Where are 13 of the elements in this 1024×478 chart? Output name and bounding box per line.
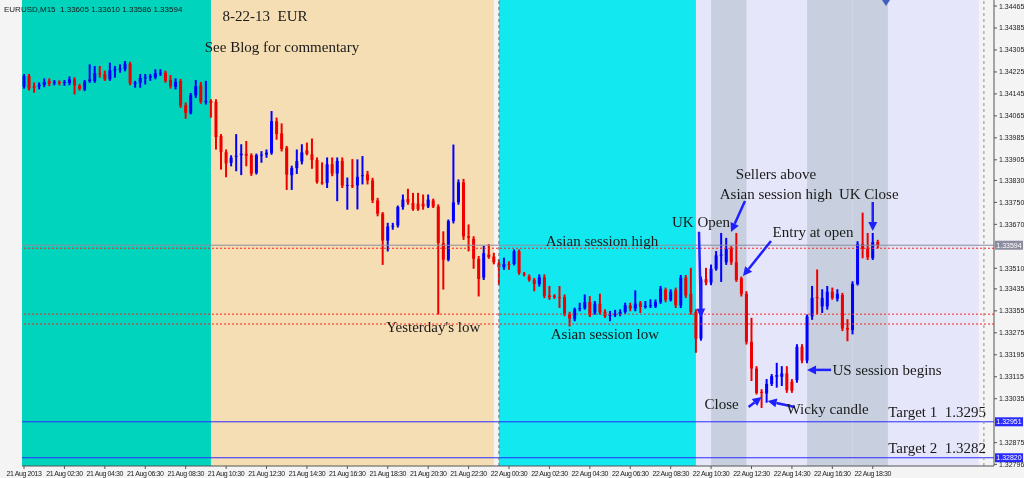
annotation: Yesterday's low bbox=[386, 318, 481, 335]
annotation: Entry at open bbox=[772, 224, 854, 240]
annotation: Close bbox=[704, 395, 740, 412]
text: 8-22-13 EUR bbox=[222, 8, 308, 24]
annotation: Sellers above Asian session high bbox=[719, 166, 833, 202]
annotation: Target 2 1.3282 bbox=[888, 439, 986, 456]
annotation: UK Open bbox=[672, 213, 731, 230]
annotation: Asian session low bbox=[550, 326, 660, 343]
annotation: Asian session high bbox=[545, 233, 659, 250]
annotation: US session begins bbox=[832, 361, 942, 378]
annotation: Wicky candle bbox=[786, 400, 870, 417]
annotation: Target 1 1.3295 bbox=[888, 403, 986, 420]
annotation: UK Close bbox=[838, 185, 899, 202]
